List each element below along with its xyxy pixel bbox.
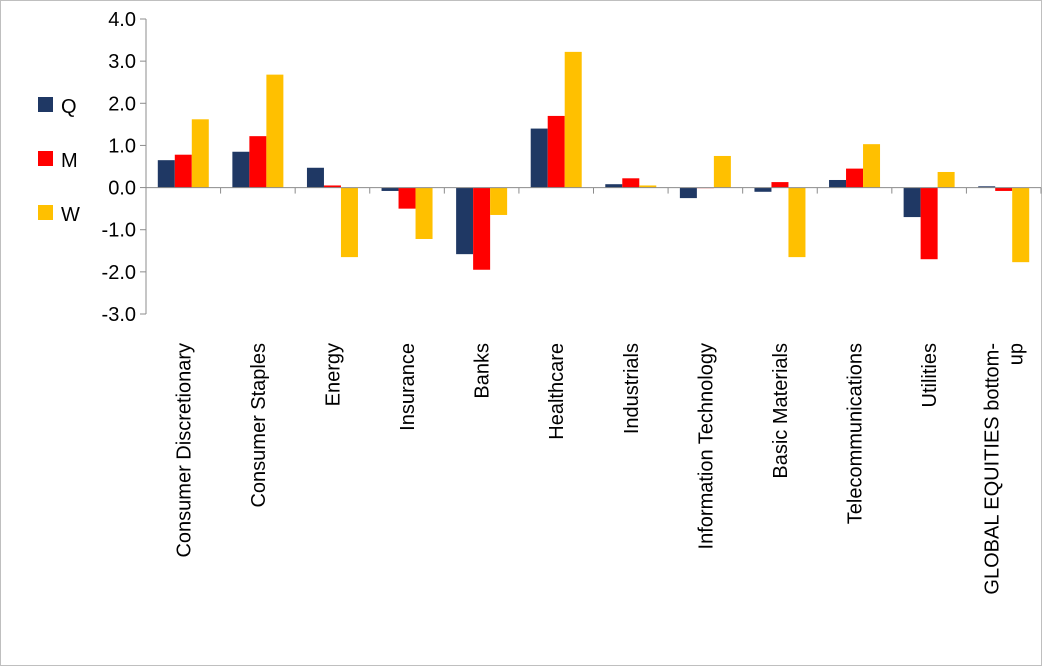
bar-q-7: [605, 184, 623, 188]
bar-w-1: [191, 119, 209, 188]
bar-w-12: [1012, 187, 1030, 263]
bar-q-10: [829, 179, 847, 188]
bar-m-9: [771, 182, 789, 188]
bar-q-1: [157, 160, 175, 188]
legend-swatch-w: [38, 205, 53, 220]
bar-w-10: [863, 144, 881, 188]
x-axis: [145, 187, 1042, 194]
y-tick-label: 3.0: [108, 51, 136, 73]
bar-q-5: [456, 187, 474, 255]
category-label: Telecommunications: [845, 343, 867, 524]
bar-m-3: [323, 185, 341, 188]
y-tick-label: -3.0: [102, 304, 136, 326]
bar-q-6: [530, 128, 548, 188]
bar-w-9: [788, 187, 806, 258]
bar-w-6: [564, 51, 582, 188]
y-axis: 4.0 3.0 2.0 1.0 0.0 -1.0 -2.0 -3.0: [102, 9, 147, 326]
legend-label-w: W: [61, 204, 80, 226]
category-label: Utilities: [919, 343, 941, 407]
bar-w-4: [415, 187, 433, 239]
bar-m-12: [995, 187, 1013, 191]
y-tick-label: 2.0: [108, 93, 136, 115]
bars: [157, 51, 1030, 270]
bar-m-6: [547, 115, 565, 188]
bar-w-2: [266, 74, 284, 188]
legend-swatch-q: [38, 97, 53, 112]
legend-label-q: Q: [61, 96, 77, 118]
bar-w-11: [937, 171, 955, 188]
category-label: Insurance: [397, 343, 419, 431]
y-tick-label: 4.0: [108, 9, 136, 31]
bar-m-10: [846, 168, 864, 188]
bar-m-7: [622, 178, 640, 188]
bar-m-1: [174, 154, 192, 188]
category-label: Energy: [322, 343, 344, 406]
legend-label-m: M: [61, 150, 78, 172]
bar-q-9: [754, 187, 772, 192]
category-label: Healthcare: [546, 343, 568, 440]
bar-w-7: [639, 185, 657, 188]
category-labels: Consumer Discretionary Consumer Staples En…: [173, 343, 1027, 595]
bar-w-8: [713, 155, 731, 188]
category-label: GLOBAL EQUITIES bottom-: [982, 343, 1004, 595]
bar-m-2: [249, 136, 267, 188]
bar-w-5: [490, 187, 508, 215]
bar-q-11: [903, 187, 921, 218]
bar-m-11: [920, 187, 938, 260]
category-label: up: [1006, 343, 1028, 365]
bar-m-5: [473, 187, 491, 270]
legend: Q M W: [38, 96, 80, 226]
bar-q-2: [232, 151, 250, 188]
category-label: Consumer Discretionary: [173, 343, 195, 558]
y-tick-label: -2.0: [102, 262, 136, 284]
category-label: Information Technology: [695, 343, 717, 549]
y-tick-label: -1.0: [102, 220, 136, 242]
category-label: Industrials: [621, 343, 643, 434]
bar-q-8: [679, 187, 697, 199]
legend-swatch-m: [38, 151, 53, 166]
bar-q-4: [381, 187, 399, 191]
category-label: Basic Materials: [770, 343, 792, 479]
category-label: Consumer Staples: [248, 343, 270, 508]
y-tick-label: 1.0: [108, 135, 136, 157]
bar-q-3: [306, 167, 324, 188]
bar-q-12: [978, 186, 996, 188]
bar-m-4: [398, 187, 416, 209]
category-label: Banks: [472, 343, 494, 399]
y-tick-label: 0.0: [108, 178, 136, 200]
bar-w-3: [340, 187, 358, 258]
